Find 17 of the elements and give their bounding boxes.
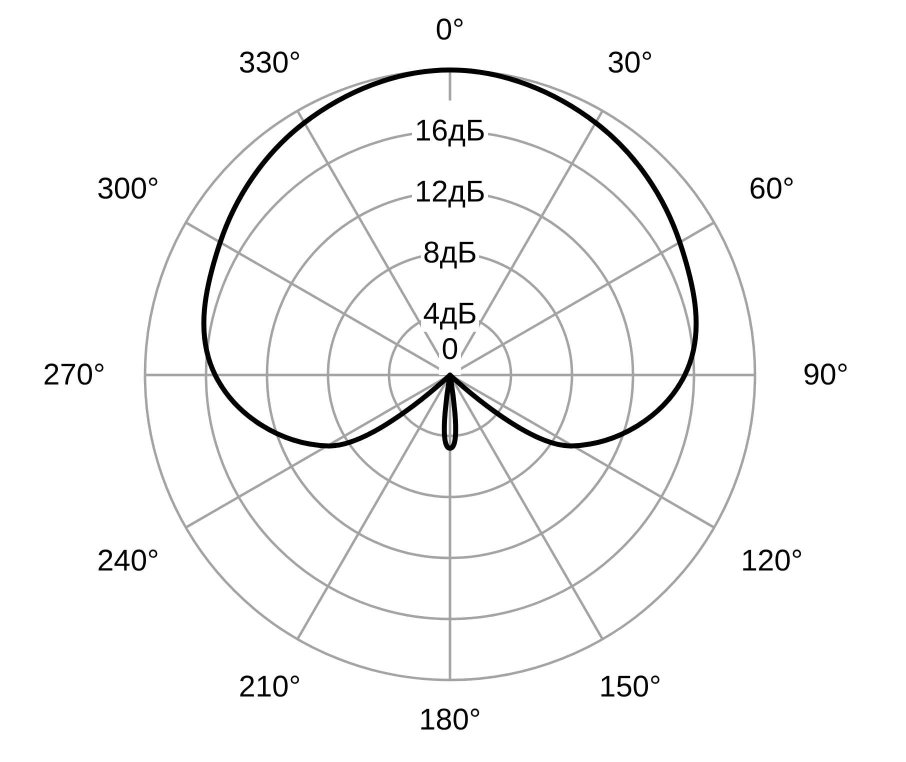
spoke-label: 30° [607,46,653,80]
spoke-label: 60° [749,172,795,206]
spoke-label: 120° [740,544,803,578]
spoke-label: 180° [418,703,482,736]
spoke-label: 90° [803,358,848,392]
y-tick-label: 12дБ [414,176,486,208]
spoke-label: 0° [436,14,464,47]
spoke-label: 240° [97,544,160,578]
spoke-label: 300° [97,172,160,206]
spoke-label: 210° [238,670,301,704]
y-tick-label: 8дБ [423,236,477,270]
y-tick-label: 4дБ [423,298,477,330]
y-tick-label: 16дБ [414,114,486,148]
y-tick-label: 0 [442,333,458,366]
spoke-label: 330° [238,46,301,80]
spoke-label: 150° [599,670,662,704]
spoke-label: 270° [43,358,106,392]
